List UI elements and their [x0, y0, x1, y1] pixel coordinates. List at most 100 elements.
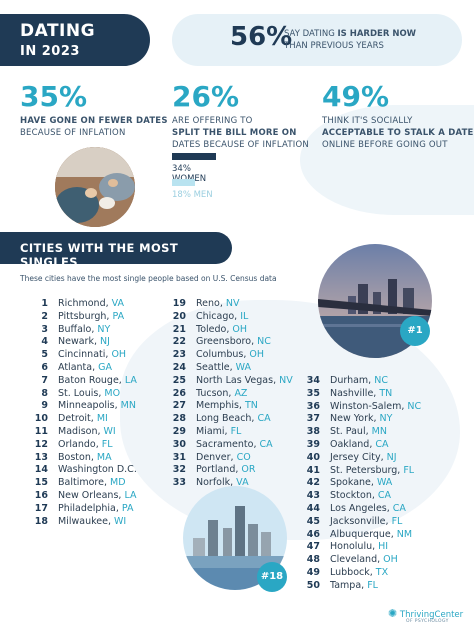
city-name: Winston-Salem,: [330, 400, 408, 412]
city-name: Baton Rouge,: [58, 374, 125, 386]
city-name: Nashville,: [330, 387, 380, 399]
city-rank: 49: [306, 567, 320, 578]
logo-subtitle: OF PSYCHOLOGY: [406, 619, 449, 624]
city-name: Baltimore,: [58, 477, 110, 489]
city-rank: 17: [34, 502, 48, 514]
city-name: North Las Vegas,: [196, 374, 280, 386]
city-rank: 6: [41, 362, 48, 373]
city-name: Norfolk,: [196, 477, 237, 489]
city-rank: 48: [306, 554, 320, 566]
city-state: NM: [396, 528, 413, 540]
city-name: Milwaukee,: [58, 515, 114, 527]
city-rank: 4: [41, 336, 48, 348]
city-state: LA: [124, 490, 137, 501]
city-list-item: 39 Oakland, CA: [302, 439, 389, 450]
city-rank: 5: [41, 349, 48, 361]
city-state: CA: [257, 413, 271, 425]
city-list-item: 6 Atlanta, GA: [30, 362, 112, 373]
city-list-item: 44 Los Angeles, CA: [302, 503, 406, 514]
headline-stat: 56% SAY DATING IS HARDER NOW THAN PREVIOU…: [172, 14, 462, 66]
city-rank: 35: [306, 387, 320, 399]
city-rank: 22: [172, 336, 186, 348]
city-state: FL: [367, 579, 378, 591]
city-rank: 11: [34, 426, 48, 437]
city-state: NY: [97, 323, 111, 335]
city-state: CA: [259, 438, 273, 450]
logo-name: ThrivingCenter: [399, 610, 464, 620]
city-name: Oakland,: [330, 439, 376, 450]
city-rank: 42: [306, 477, 320, 489]
city-list-item: 3 Buffalo, NY: [30, 324, 110, 335]
city-rank: 15: [34, 477, 48, 489]
city-name: New York,: [330, 413, 380, 425]
sparkle-icon: ✺: [388, 607, 398, 620]
city-list-item: 8 St. Louis, MO: [30, 388, 120, 399]
city-state: NJ: [386, 451, 397, 463]
stat-value: 49%: [322, 80, 390, 113]
city-rank: 1: [41, 298, 48, 309]
city-name: Richmond,: [58, 298, 112, 309]
city-state: OR: [241, 464, 256, 476]
city-list-item: 18 Milwaukee, WI: [30, 516, 126, 527]
city-state: IL: [240, 310, 249, 322]
city-list-item: 28 Long Beach, CA: [168, 413, 271, 424]
stat-fewer-dates: 35% HAVE GONE ON FEWER DATES BECAUSE OF I…: [20, 80, 168, 138]
badge-rank-1: #1: [400, 316, 430, 346]
city-name: Orlando,: [58, 438, 102, 450]
city-list-item: 24 Seattle, WA: [168, 362, 251, 373]
stat-value: 35%: [20, 80, 88, 113]
city-list-item: 35 Nashville, TN: [302, 388, 392, 399]
city-state: AZ: [234, 387, 248, 399]
city-state: WA: [376, 477, 393, 489]
city-name: Tucson,: [196, 387, 235, 399]
city-state: WA: [235, 362, 252, 373]
stat-value: 26%: [172, 80, 240, 113]
couple-photo: [55, 147, 135, 227]
city-rank: 20: [172, 310, 186, 322]
city-list-item: 19 Reno, NV: [168, 298, 240, 309]
city-list-item: 12 Orlando, FL: [30, 439, 113, 450]
city-name: Tampa,: [330, 579, 368, 591]
city-list-item: 42 Spokane, WA: [302, 477, 393, 489]
city-state: CA: [392, 503, 406, 514]
city-state: WI: [113, 515, 127, 527]
city-name: Columbus,: [196, 349, 250, 361]
city-state: NY: [379, 413, 393, 425]
city-name: Philadelphia,: [58, 502, 122, 514]
city-name: Chicago,: [196, 310, 241, 322]
city-state: MN: [371, 426, 387, 438]
city-name: Cincinnati,: [58, 349, 112, 361]
city-name: Seattle,: [196, 362, 236, 373]
stat-stalk-date: 49% THINK IT'S SOCIALLY ACCEPTABLE TO STA…: [322, 80, 474, 150]
city-state: FL: [391, 515, 403, 527]
city-state: OH: [232, 323, 247, 335]
city-rank: 10: [34, 413, 48, 425]
city-state: NV: [225, 298, 240, 309]
city-list-item: 46 Albuquerque, NM: [302, 529, 412, 540]
city-state: NJ: [100, 336, 110, 348]
city-rank: 44: [306, 503, 320, 514]
thriving-center-logo: ✺ ThrivingCenter OF PSYCHOLOGY: [388, 607, 463, 624]
city-state: MO: [104, 387, 121, 399]
city-rank: 9: [41, 400, 48, 412]
city-rank: 21: [172, 323, 186, 335]
city-rank: 19: [172, 298, 186, 309]
city-name: Buffalo,: [58, 323, 98, 335]
city-state: HI: [378, 541, 389, 553]
city-name: Spokane,: [330, 477, 377, 489]
city-state: FL: [230, 426, 242, 437]
city-state: OH: [249, 349, 265, 361]
city-list-item: 43 Stockton, CA: [302, 490, 391, 501]
city-state: CA: [375, 439, 389, 450]
city-list-item: 40 Jersey City, NJ: [302, 452, 397, 463]
city-list-item: 45 Jacksonville, FL: [302, 515, 403, 527]
city-name: Durham,: [330, 375, 375, 386]
city-list-item: 13 Boston, MA: [30, 452, 112, 463]
city-list-item: 49 Lubbock, TX: [302, 567, 388, 578]
city-rank: 25: [172, 374, 186, 386]
city-state: VA: [111, 298, 125, 309]
section-title: CITIES WITH THE MOST SINGLES: [20, 241, 179, 269]
city-name: Lubbock,: [330, 567, 376, 578]
city-rank: 39: [306, 439, 320, 450]
city-name: Jacksonville,: [330, 515, 392, 527]
